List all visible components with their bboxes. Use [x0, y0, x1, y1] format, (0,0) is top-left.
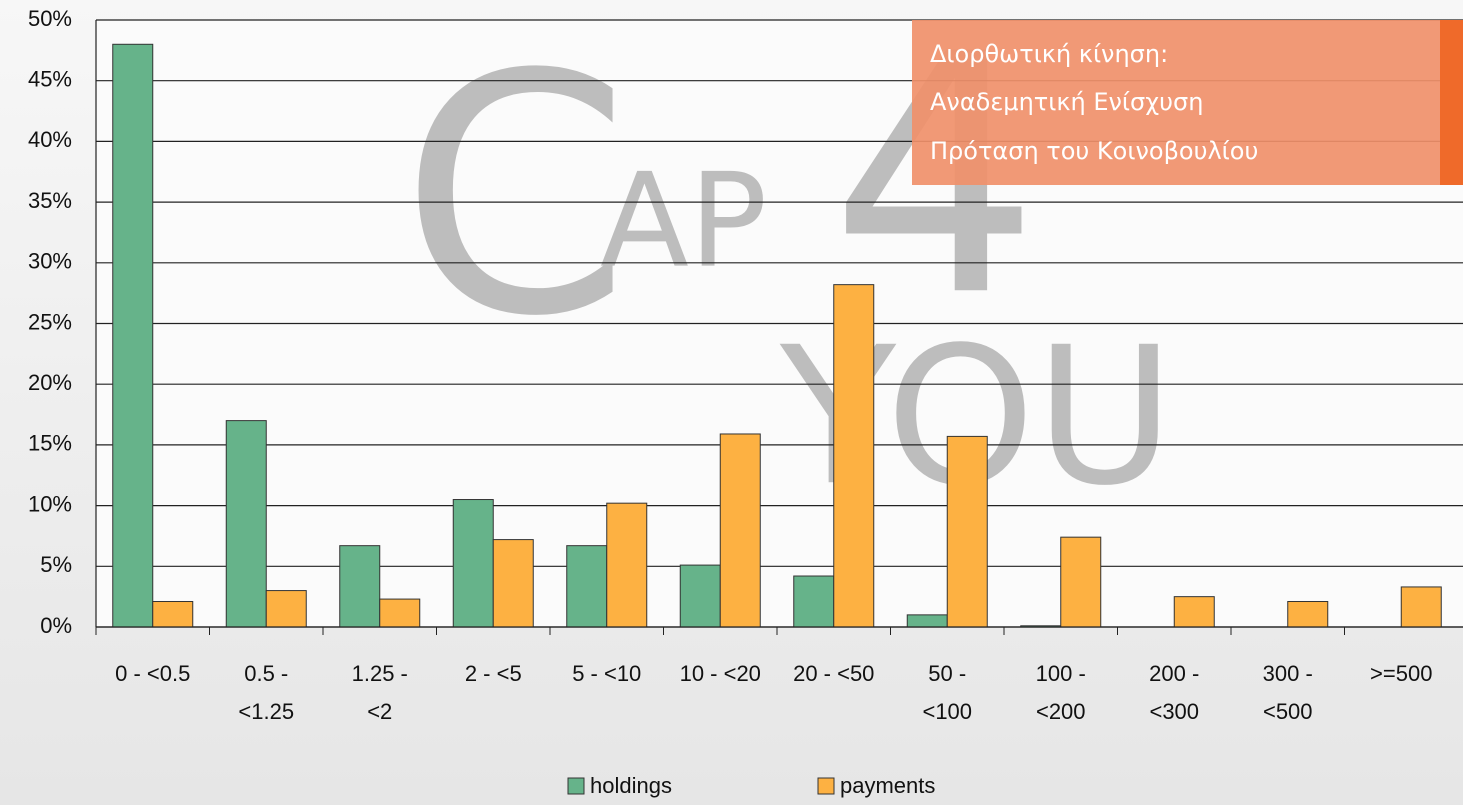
annotation-line: Διορθωτική κίνηση: — [930, 40, 1168, 68]
annotation-line: Πρόταση του Κοινοβουλίου — [930, 137, 1258, 165]
bar — [492, 539, 534, 628]
legend-swatch — [817, 777, 835, 795]
bar — [265, 590, 307, 628]
bar — [719, 433, 761, 628]
y-tick-label: 40% — [28, 127, 72, 152]
annotation: Διορθωτική κίνηση: Αναδεμητική Ενίσχυση … — [930, 40, 1258, 165]
x-tick-label: 5 - <10 — [572, 661, 641, 686]
y-tick-label: 5% — [40, 552, 72, 577]
annotation-box — [912, 20, 1463, 185]
x-tick-label: 20 - <50 — [793, 661, 874, 686]
legend-label: holdings — [590, 773, 672, 798]
bar — [225, 420, 267, 628]
bar — [1173, 596, 1215, 628]
x-tick-label: 0 - <0.5 — [115, 661, 190, 686]
y-tick-label: 20% — [28, 370, 72, 395]
y-tick-label: 35% — [28, 188, 72, 213]
plot: 0% 5% 10% 15% 20% 25% 30% 35% 40% 45% 50% 0 - <0.5 0… — [28, 6, 1463, 798]
legend-swatch — [567, 777, 585, 795]
y-tick-label: 0% — [40, 613, 72, 638]
y-tick-label: 25% — [28, 309, 72, 334]
y-tick-label: 50% — [28, 6, 72, 31]
bar — [339, 545, 381, 628]
y-tick-label: 10% — [28, 491, 72, 516]
bar — [379, 598, 421, 628]
bar — [606, 502, 648, 628]
y-tick-label: 30% — [28, 249, 72, 274]
bar — [833, 284, 875, 628]
x-tick-label: 10 - <20 — [680, 661, 761, 686]
bar — [793, 575, 835, 628]
y-tick-label: 15% — [28, 431, 72, 456]
bar — [152, 601, 194, 628]
x-tick-label: 300 -<500 — [1263, 661, 1313, 724]
bar — [566, 545, 608, 628]
bar — [946, 435, 988, 628]
annotation-accent — [1440, 20, 1463, 185]
bar — [452, 499, 494, 628]
x-tick-label: 100 -<200 — [1036, 661, 1086, 724]
bar — [112, 43, 154, 628]
x-tick-label: 200 -<300 — [1149, 661, 1199, 724]
bar — [1400, 586, 1442, 628]
legend-label: payments — [840, 773, 935, 798]
bar — [1060, 536, 1102, 628]
x-tick-label: 50 -<100 — [922, 661, 972, 724]
x-tick-label: 1.25 -<2 — [352, 661, 408, 724]
bar — [679, 564, 721, 628]
annotation-line: Αναδεμητική Ενίσχυση — [930, 88, 1203, 116]
x-tick-label: 0.5 -<1.25 — [238, 661, 294, 724]
watermark-c: C — [400, 4, 630, 388]
watermark-ap: AP — [600, 145, 767, 297]
y-tick-label: 45% — [28, 67, 72, 92]
bar — [1287, 601, 1329, 628]
x-tick-label: >=500 — [1370, 661, 1432, 686]
x-tick-label: 2 - <5 — [465, 661, 522, 686]
bar — [906, 614, 948, 628]
